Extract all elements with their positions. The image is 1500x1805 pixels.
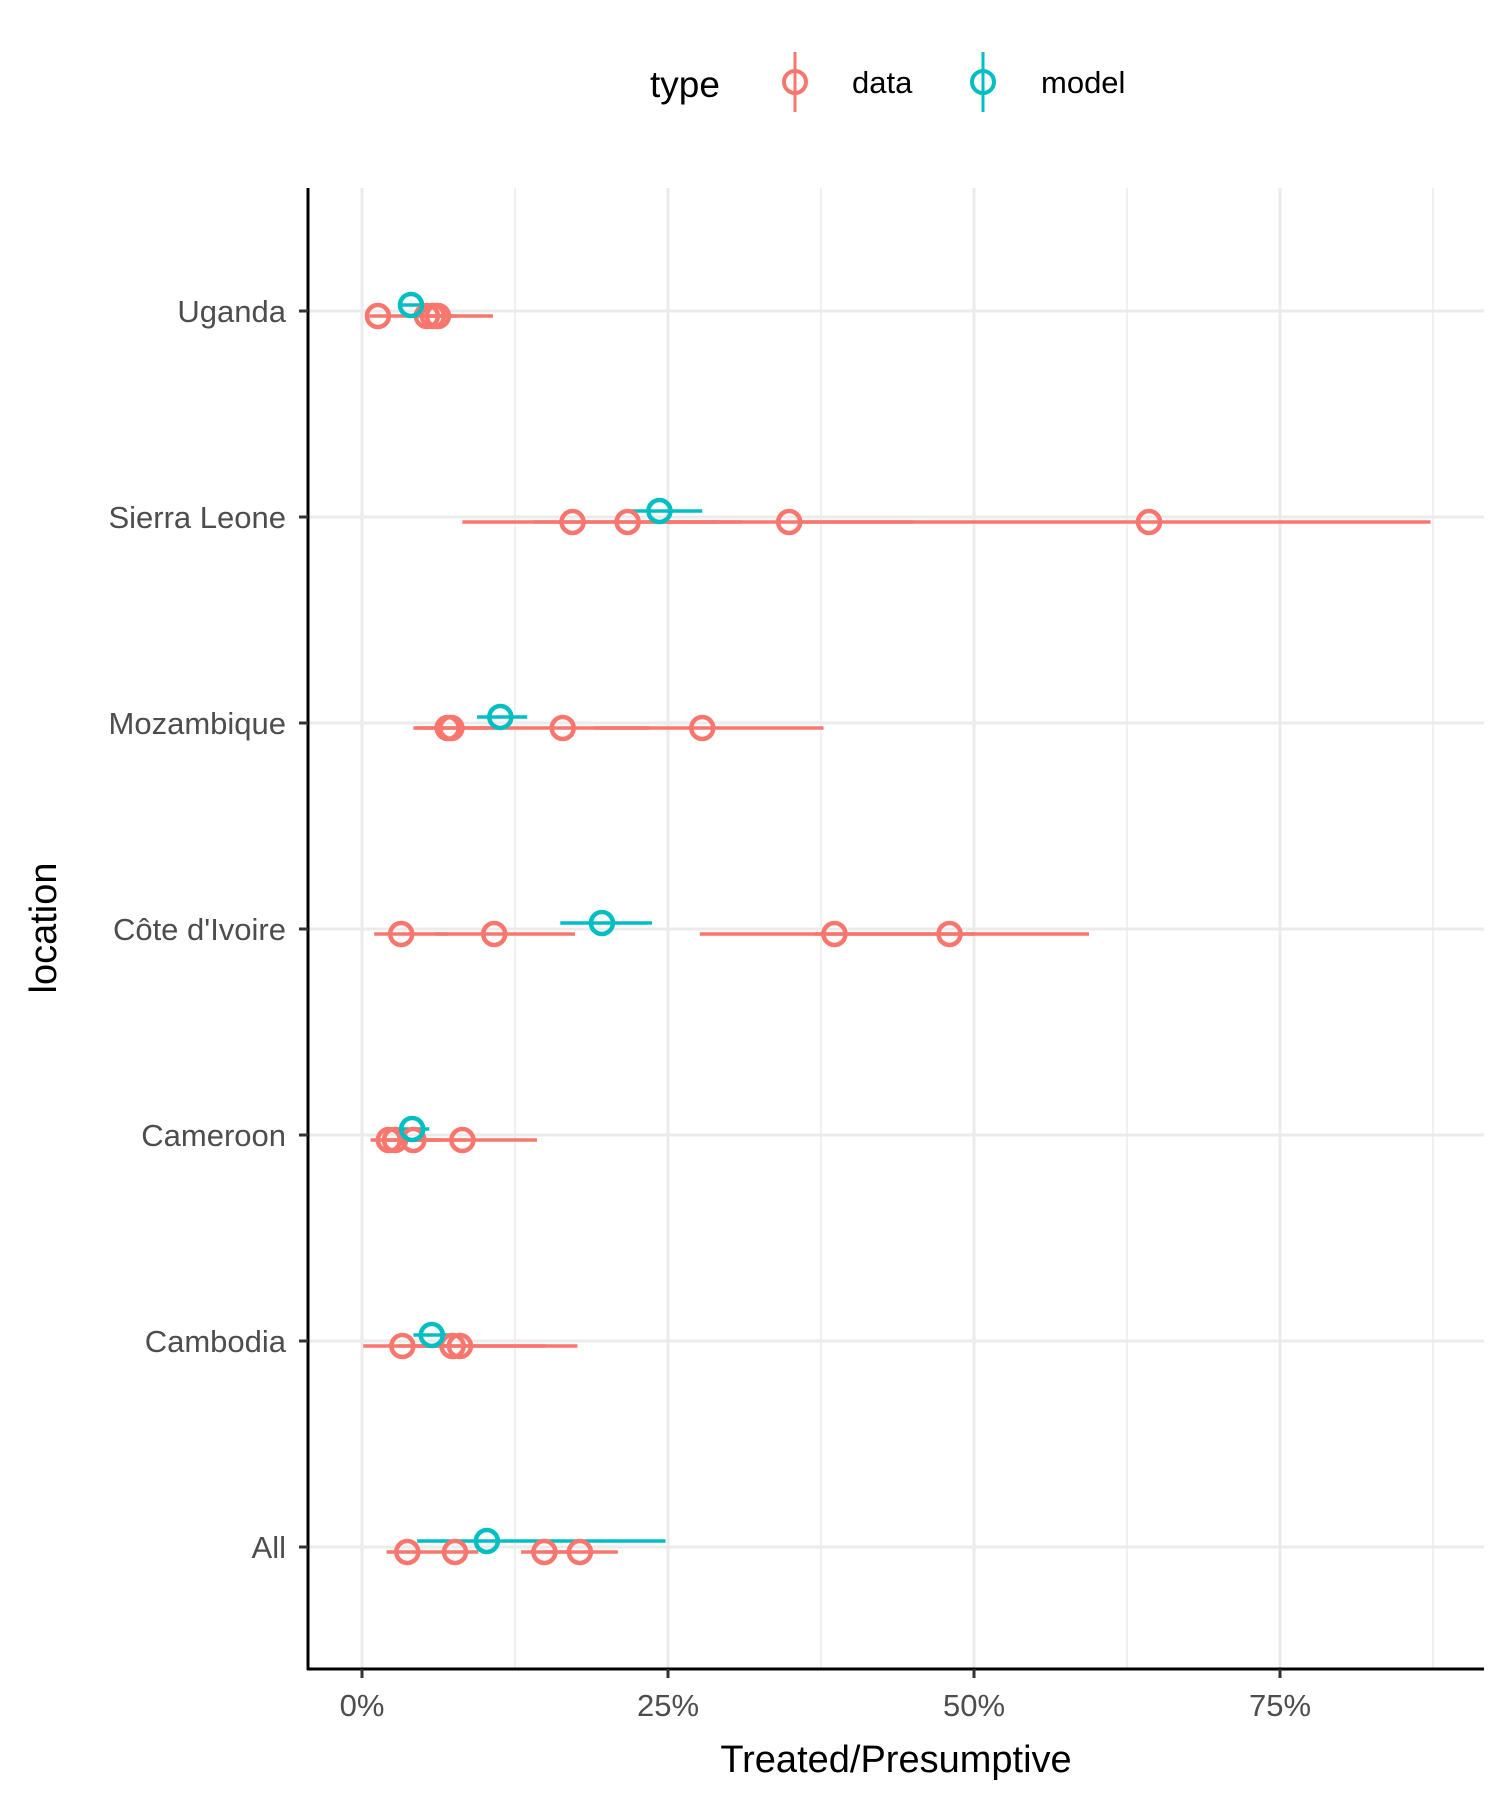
x-tick-label: 75% [1249,1688,1311,1723]
legend-key-data [782,52,808,112]
model-mozambique-point [487,703,514,731]
y-tick-label-all: All [252,1530,286,1565]
data-mozambique-point [549,714,576,742]
data-mozambique-point [689,714,716,742]
data-cambodia-point [446,1332,474,1360]
x-axis-title: Treated/Presumptive [720,1739,1071,1781]
y-tick-label-cameroon: Cameroon [141,1118,286,1153]
data-mozambique-point [438,714,465,742]
y-tick-label-cambodia: Cambodia [145,1324,287,1359]
data-cambodia-point [389,1332,416,1360]
data-sierra-leone-point [614,508,641,536]
data-all-point [531,1538,558,1566]
legend-key-model [970,52,996,112]
x-tick-label: 25% [637,1688,699,1723]
legend-title: type [650,64,720,105]
x-tick-label: 50% [943,1688,1005,1723]
y-tick-label-sierra-leone: Sierra Leone [108,500,286,535]
x-tick-label: 0% [340,1688,385,1723]
y-tick-label-mozambique: Mozambique [109,706,286,741]
legend-key-data-marker [782,69,808,95]
legend-label-data: data [852,65,913,100]
y-axis-ticks: All Cambodia Cameroon Côte d'Ivoire Mozambiq… [108,294,308,1565]
y-tick-label-cote-d-ivoire: Côte d'Ivoire [113,912,286,947]
data-all-point [441,1538,469,1566]
model-cambodia-point [418,1321,446,1349]
legend: type data model [650,52,1125,112]
data-cote-d-ivoire-point [821,920,848,948]
data-cameroon-point [449,1126,476,1154]
y-axis-title: location [23,863,65,994]
data-uganda-point [424,302,452,330]
model-cameroon-point [398,1115,426,1143]
legend-key-model-marker [970,69,996,95]
data-all-point [566,1538,594,1566]
legend-label-model: model [1041,65,1125,100]
data-cote-d-ivoire-point [480,920,508,948]
model-uganda-point [397,291,425,319]
data-cote-d-ivoire-point [936,920,963,948]
gridlines [308,188,1484,1669]
model-sierra-leone-point [646,497,673,525]
data-uganda-point [364,302,392,330]
data-sierra-leone-point [775,508,803,536]
data-sierra-leone-point [1135,508,1163,536]
data-marks [363,291,1431,1566]
data-cote-d-ivoire-point [387,920,415,948]
data-sierra-leone-point [559,508,586,536]
data-cameroon-point [400,1126,427,1154]
model-all-point [473,1527,501,1555]
model-cote-d-ivoire-point [588,909,616,937]
y-tick-label-uganda: Uganda [177,294,286,329]
x-axis-ticks: 0% 25% 50% 75% [340,1669,1311,1723]
data-all-point [394,1538,421,1566]
